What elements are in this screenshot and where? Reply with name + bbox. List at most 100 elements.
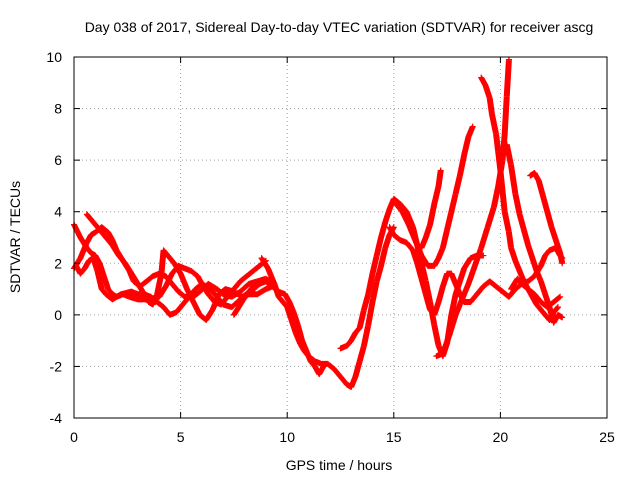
data-point-run: [516, 268, 527, 284]
data-point-run: [390, 195, 403, 207]
data-point-run: [448, 270, 459, 286]
data-point-run: [360, 292, 371, 313]
x-tick-label: 20: [493, 429, 509, 445]
series-track-9: [392, 123, 476, 269]
data-point-run: [540, 193, 550, 214]
data-point-run: [158, 248, 167, 277]
data-point-run: [237, 273, 249, 285]
x-axis-label: GPS time / hours: [286, 457, 393, 473]
data-point-run: [237, 281, 251, 295]
data-point-run: [533, 301, 544, 312]
data-point-run: [418, 252, 431, 268]
data-point-run: [439, 227, 450, 251]
data-point-run: [290, 309, 301, 328]
data-point-run: [508, 162, 519, 196]
data-point-run: [115, 252, 128, 266]
data-point-run: [262, 278, 275, 289]
x-tick-label: 0: [70, 429, 78, 445]
data-point-run: [265, 265, 277, 286]
y-tick-label: 0: [54, 307, 62, 323]
data-point-run: [516, 211, 527, 232]
data-point-run: [439, 333, 452, 357]
data-point-run: [301, 347, 311, 359]
series-track-8: [386, 224, 564, 318]
data-point-run: [465, 124, 476, 140]
data-point-run: [77, 266, 87, 277]
data-point-run: [465, 263, 478, 287]
y-tick-label: 6: [54, 152, 62, 168]
data-point-run: [456, 153, 467, 179]
data-point-run: [183, 286, 196, 304]
x-tick-label: 15: [386, 429, 402, 445]
data-point-run: [162, 273, 175, 287]
data-point-run: [461, 256, 473, 272]
y-tick-label: 8: [54, 101, 62, 117]
data-point-run: [373, 263, 384, 285]
data-point-run: [164, 252, 177, 266]
data-point-run: [177, 270, 190, 291]
data-point-run: [96, 260, 107, 279]
data-point-run: [431, 184, 442, 207]
data-point-run: [96, 226, 109, 240]
data-point-run: [412, 237, 425, 258]
data-point-run: [399, 208, 412, 227]
data-point-run: [230, 302, 243, 318]
data-point-run: [169, 280, 181, 294]
data-point-run: [365, 300, 376, 329]
series-track-6: [258, 224, 397, 391]
data-point-run: [471, 245, 484, 269]
chart-title: Day 038 of 2017, Sidereal Day-to-day VTE…: [85, 19, 594, 35]
data-point-run: [461, 135, 472, 158]
data-point-run: [482, 82, 493, 101]
data-point-run: [544, 208, 555, 230]
data-point-run: [535, 177, 546, 199]
y-tick-label: 2: [54, 255, 62, 271]
data-point-run: [431, 322, 442, 348]
data-point-run: [284, 304, 295, 322]
x-tick-label: 25: [599, 429, 615, 445]
data-point-run: [286, 298, 297, 315]
data-point-run: [250, 279, 262, 290]
data-point-run: [557, 252, 565, 261]
data-point-run: [488, 110, 499, 137]
data-point-run: [505, 229, 514, 250]
data-point-run: [448, 191, 459, 215]
data-point-run: [378, 220, 388, 241]
data-point-run: [505, 286, 518, 300]
data-point-run: [279, 298, 290, 310]
data-point-run: [525, 242, 536, 261]
data-point: [469, 123, 476, 130]
data-point-run: [175, 288, 187, 300]
series-track-12: [478, 74, 561, 324]
data-point-run: [501, 208, 512, 235]
data-point-run: [414, 260, 425, 281]
data-point-run: [537, 278, 548, 297]
data-point-run: [250, 263, 262, 275]
data-point-run: [160, 247, 171, 258]
series-track-14: [527, 170, 566, 267]
data-point-run: [228, 297, 243, 311]
data-point: [559, 260, 566, 267]
y-tick-label: -2: [50, 358, 63, 374]
series-track-15: [508, 244, 566, 293]
data-point-run: [392, 200, 405, 214]
data-point-run: [473, 284, 486, 298]
data-point-run: [190, 298, 203, 317]
y-axis-label: SDTVAR / TECUs: [7, 181, 23, 293]
data-point-run: [486, 278, 499, 289]
data-point-run: [512, 190, 523, 217]
data-point-run: [324, 360, 337, 372]
data-point-run: [422, 222, 433, 241]
data-point-run: [352, 359, 363, 380]
data-point-run: [77, 240, 90, 262]
data-point-run: [503, 57, 512, 99]
data-point-run: [188, 268, 200, 279]
data-point-run: [531, 263, 544, 280]
data-point-run: [352, 325, 362, 336]
series-track-7: [337, 195, 487, 360]
data-point-run: [542, 291, 553, 310]
data-point-run: [435, 284, 446, 305]
data-point-run: [237, 292, 250, 308]
data-point-run: [427, 202, 438, 228]
